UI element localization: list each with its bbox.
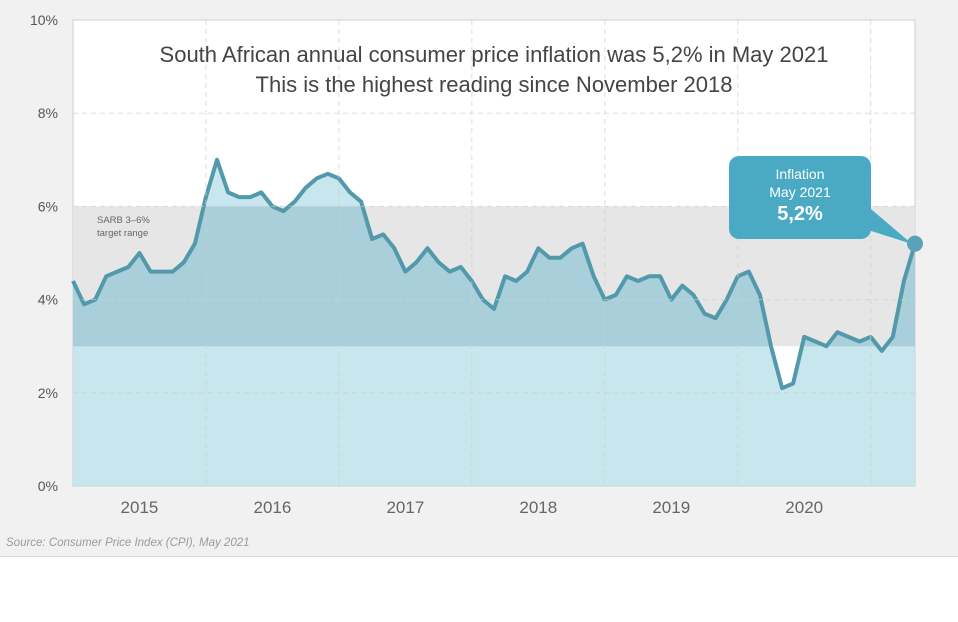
x-tick-label: 2020	[785, 498, 823, 517]
callout-line2: May 2021	[769, 184, 831, 200]
callout-line1: Inflation	[775, 166, 825, 182]
x-tick-label: 2016	[254, 498, 292, 517]
chart-subtitle: This is the highest reading since Novemb…	[256, 72, 733, 97]
callout-value: 5,2%	[777, 203, 823, 225]
target-band-label-line2: target range	[97, 228, 148, 239]
x-tick-label: 2019	[652, 498, 690, 517]
grid-lines	[73, 20, 915, 486]
series-area-band-overlap	[73, 206, 915, 347]
chart-panel: 0% 2% 4% 6% 8% 10% 2015 2016 2017 2018 2019 2020 S…	[0, 0, 958, 557]
chart-title: South African annual consumer price infl…	[160, 42, 829, 67]
y-tick-label: 8%	[38, 105, 58, 121]
y-tick-labels: 0% 2% 4% 6% 8% 10%	[30, 12, 58, 494]
y-tick-label: 0%	[38, 478, 58, 494]
y-tick-label: 6%	[38, 198, 58, 214]
y-tick-label: 10%	[30, 12, 58, 28]
inflation-callout: Inflation May 2021 5,2%	[729, 156, 871, 239]
x-tick-label: 2018	[519, 498, 557, 517]
area-group	[71, 157, 923, 487]
inflation-chart: 0% 2% 4% 6% 8% 10% 2015 2016 2017 2018 2019 2020 S…	[30, 12, 923, 517]
x-tick-label: 2017	[386, 498, 424, 517]
y-tick-label: 2%	[38, 385, 58, 401]
x-tick-labels: 2015 2016 2017 2018 2019 2020	[121, 498, 824, 517]
x-tick-label: 2015	[121, 498, 159, 517]
source-note: Source: Consumer Price Index (CPI), May …	[6, 537, 250, 549]
latest-point-marker	[907, 235, 923, 252]
y-tick-label: 4%	[38, 292, 58, 308]
target-band-label-line1: SARB 3–6%	[97, 215, 150, 226]
